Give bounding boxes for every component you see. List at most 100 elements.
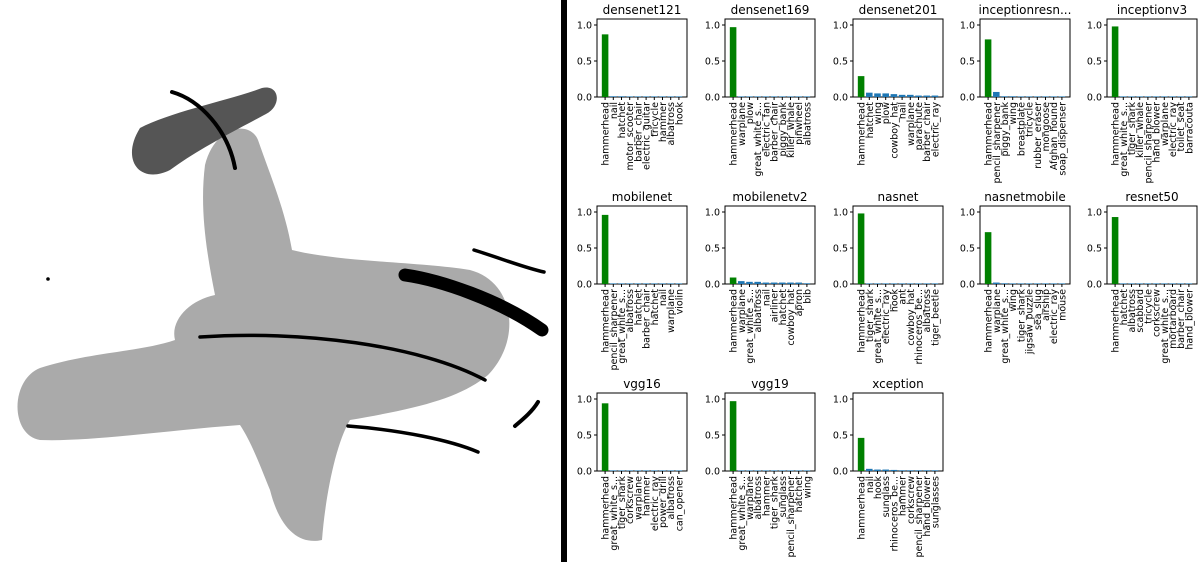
bar	[762, 282, 770, 284]
x-tick-label: barber_chair	[922, 102, 933, 162]
chart-5: inceptionv3 0.0 0.5 1.0 hammerheadgreat_whit…	[1087, 3, 1198, 184]
y-tick-label: 0.5	[833, 431, 848, 442]
x-tick-label: albatross	[802, 102, 813, 145]
bar	[770, 470, 778, 471]
bar	[923, 283, 930, 284]
bar	[923, 95, 930, 97]
x-tick-label: hatchet	[617, 102, 628, 139]
chart-title: densenet201	[859, 3, 938, 17]
chart-9: nasnetmobile 0.0 0.5 1.0 hammerheadwarplaneg…	[960, 190, 1071, 364]
bar	[923, 470, 930, 471]
bar	[659, 470, 666, 471]
bar	[746, 96, 753, 97]
x-tick-label: mongoose	[1041, 102, 1052, 152]
bar	[634, 96, 642, 97]
bar	[1169, 283, 1176, 284]
x-tick-label: tricycle	[650, 102, 661, 137]
y-tick-label: 0.0	[1087, 280, 1102, 291]
bar	[907, 283, 914, 284]
bar	[1009, 96, 1016, 97]
bar	[738, 470, 745, 471]
bar	[866, 92, 873, 97]
y-tick-label: 0.0	[833, 93, 848, 104]
axes-frame	[979, 205, 1071, 285]
x-tick-label: great_white_s...	[1119, 102, 1130, 177]
x-tick-label: hatchet	[1119, 289, 1130, 326]
x-tick-label: bib	[802, 289, 813, 304]
bar	[915, 283, 922, 284]
chart-title: resnet50	[1125, 190, 1178, 204]
x-tick-label: hammerhead	[601, 476, 612, 540]
bar	[931, 95, 939, 97]
bar	[931, 283, 939, 284]
bar	[890, 94, 898, 97]
x-tick-label: electric_ray	[1049, 289, 1060, 345]
x-tick-label: can_opener	[674, 476, 685, 531]
bar	[1120, 96, 1127, 97]
x-tick-label: albatross	[666, 476, 677, 519]
bar	[746, 281, 753, 284]
bar	[610, 470, 617, 471]
chart-title: mobilenet	[612, 190, 673, 204]
x-tick-label: hand_blower	[1184, 289, 1195, 350]
x-tick-label: hammerhead	[857, 476, 868, 540]
chart-4: inceptionresn... 0.0 0.5 1.0 hammerheadpenci…	[960, 3, 1072, 184]
x-tick-label: hatchet	[650, 289, 661, 326]
x-tick-label: toilet_seat	[1176, 102, 1187, 152]
y-tick-label: 0.5	[833, 244, 848, 255]
y-tick-label: 0.5	[705, 244, 720, 255]
y-tick-label: 0.5	[705, 431, 720, 442]
x-tick-label: tiger_shark	[770, 476, 781, 530]
x-tick-label: albatross	[666, 102, 677, 145]
x-tick-label: barber_chair	[642, 289, 653, 349]
y-tick-label: 0.0	[705, 93, 720, 104]
chart-title: xception	[872, 377, 923, 391]
x-tick-label: killer_whale	[786, 102, 797, 158]
bar	[890, 469, 898, 471]
y-tick-label: 0.0	[960, 280, 975, 291]
x-tick-label: wing	[1008, 102, 1019, 124]
y-tick-label: 0.5	[577, 431, 592, 442]
bar	[1001, 96, 1008, 97]
x-tick-label: violin	[674, 289, 685, 314]
x-tick-label: hammerhead	[601, 289, 612, 353]
x-tick-label: Afghan_hound	[1049, 102, 1060, 170]
bar	[857, 76, 865, 97]
bar	[857, 213, 865, 284]
chart-10: resnet50 0.0 0.5 1.0 hammerheadhatchetalbatr…	[1087, 190, 1198, 364]
x-tick-label: warplane	[633, 476, 644, 520]
bar	[795, 282, 802, 284]
x-tick-label: nail	[761, 289, 772, 306]
y-tick-label: 0.0	[833, 467, 848, 478]
bar	[984, 39, 992, 97]
x-tick-label: great_white_s...	[873, 289, 884, 364]
bar	[729, 277, 737, 284]
bar	[1001, 283, 1008, 284]
x-tick-label: tiger_shark	[1127, 102, 1138, 156]
x-tick-label: rhinoceros_be...	[914, 289, 925, 364]
bar	[803, 96, 811, 97]
bar	[601, 403, 609, 471]
x-tick-label: hammerhead	[1111, 289, 1122, 353]
x-tick-label: pencil_sharpener	[786, 476, 797, 558]
chart-title: nasnetmobile	[984, 190, 1066, 204]
bar	[882, 469, 889, 471]
bar	[746, 470, 753, 471]
x-tick-label: hatchet	[865, 102, 876, 139]
x-tick-label: great_white_s...	[1000, 289, 1011, 364]
x-tick-label: cowboy_hat	[906, 289, 917, 346]
bar	[787, 96, 794, 97]
bar	[738, 281, 745, 284]
x-tick-label: plow	[881, 102, 892, 124]
axes-frame	[1106, 205, 1198, 285]
x-tick-label: barracouta	[1184, 102, 1195, 154]
bar	[907, 470, 914, 471]
bar	[803, 470, 811, 471]
x-tick-label: pencil_sharpener	[609, 289, 620, 371]
x-tick-label: warplane	[737, 289, 748, 333]
x-tick-label: wing	[802, 476, 813, 498]
x-tick-label: ant	[898, 289, 909, 305]
y-tick-label: 0.5	[705, 57, 720, 68]
x-tick-label: tricycle	[1143, 289, 1154, 324]
bar	[651, 96, 658, 97]
